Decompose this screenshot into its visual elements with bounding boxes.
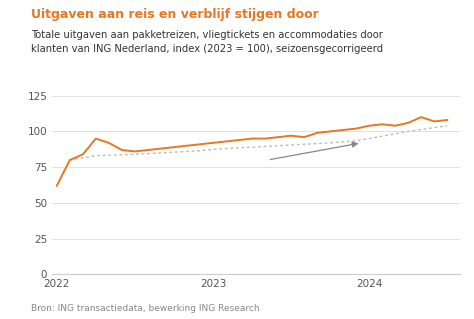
Text: Totale uitgaven aan pakketreizen, vliegtickets en accommodaties door
klanten van: Totale uitgaven aan pakketreizen, vliegt… — [31, 30, 383, 54]
Text: Bron: ING transactiedata, bewerking ING Research: Bron: ING transactiedata, bewerking ING … — [31, 304, 259, 313]
Text: Uitgaven aan reis en verblijf stijgen door: Uitgaven aan reis en verblijf stijgen do… — [31, 8, 319, 21]
